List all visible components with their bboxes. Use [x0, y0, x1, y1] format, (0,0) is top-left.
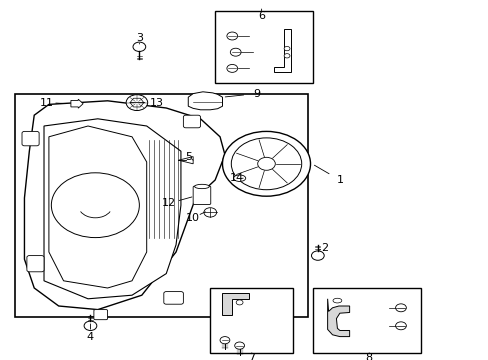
Polygon shape: [44, 119, 181, 299]
FancyArrow shape: [71, 99, 83, 108]
Text: 2: 2: [321, 243, 328, 253]
Bar: [15, 94, 307, 317]
Circle shape: [231, 138, 301, 190]
Text: 3: 3: [136, 33, 142, 43]
Text: 4: 4: [87, 332, 94, 342]
Polygon shape: [188, 92, 222, 110]
Circle shape: [203, 208, 216, 217]
Ellipse shape: [233, 175, 245, 181]
Circle shape: [133, 42, 145, 51]
Text: 9: 9: [253, 89, 260, 99]
Polygon shape: [327, 299, 349, 337]
FancyBboxPatch shape: [193, 186, 210, 204]
Bar: [312, 288, 420, 353]
Text: 14: 14: [230, 173, 244, 183]
Text: 11: 11: [40, 98, 53, 108]
Circle shape: [395, 322, 406, 330]
Circle shape: [311, 251, 324, 260]
Circle shape: [234, 342, 244, 349]
Text: 12: 12: [162, 198, 175, 208]
Ellipse shape: [332, 298, 341, 303]
Circle shape: [220, 337, 229, 344]
Circle shape: [395, 304, 406, 312]
Circle shape: [284, 46, 289, 51]
FancyBboxPatch shape: [183, 115, 200, 128]
Circle shape: [84, 321, 97, 330]
Circle shape: [51, 173, 139, 238]
Polygon shape: [273, 29, 290, 72]
Text: 1: 1: [336, 175, 343, 185]
Circle shape: [257, 157, 275, 170]
Text: 8: 8: [365, 353, 372, 360]
Circle shape: [236, 300, 243, 305]
Circle shape: [226, 64, 237, 72]
Circle shape: [226, 32, 237, 40]
FancyBboxPatch shape: [27, 256, 44, 272]
FancyBboxPatch shape: [94, 310, 107, 320]
Ellipse shape: [194, 184, 209, 189]
Polygon shape: [178, 157, 193, 164]
FancyBboxPatch shape: [22, 131, 39, 146]
Text: 6: 6: [258, 11, 264, 21]
Circle shape: [230, 48, 241, 56]
Circle shape: [126, 95, 147, 111]
Polygon shape: [49, 126, 146, 288]
Text: 5: 5: [184, 152, 191, 162]
Circle shape: [284, 54, 289, 58]
Text: 7: 7: [248, 353, 255, 360]
Polygon shape: [222, 293, 249, 315]
Polygon shape: [24, 101, 224, 310]
Circle shape: [222, 131, 310, 196]
Text: 13: 13: [149, 98, 163, 108]
Bar: [215, 11, 312, 83]
Bar: [210, 288, 293, 353]
Text: 10: 10: [186, 213, 200, 223]
FancyBboxPatch shape: [163, 292, 183, 304]
